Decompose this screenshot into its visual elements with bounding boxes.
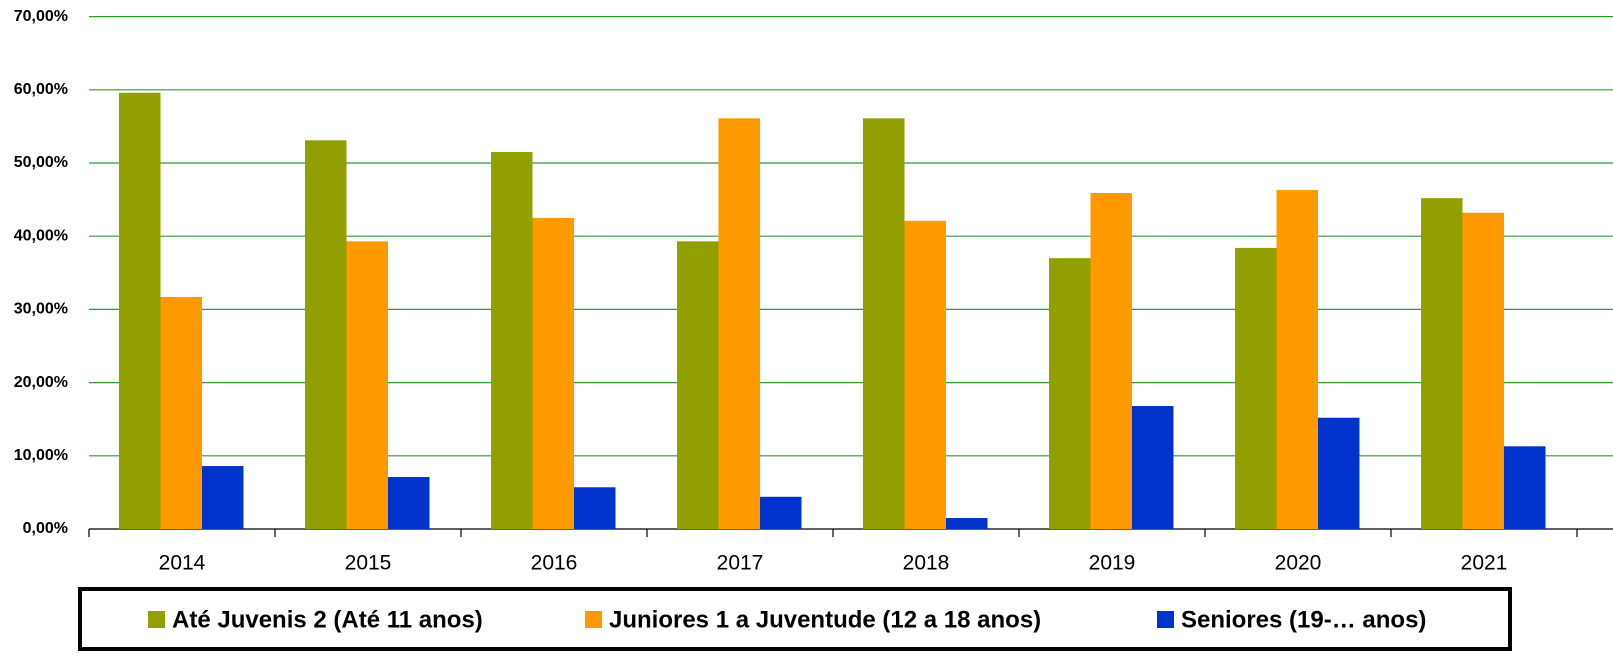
x-tick-label: 2016 (531, 552, 578, 575)
bar (1462, 212, 1504, 529)
y-tick-label: 10,00% (14, 447, 68, 464)
bar (946, 518, 988, 529)
y-tick-label: 50,00% (14, 154, 68, 171)
bar (532, 217, 574, 529)
bar (863, 118, 905, 530)
bar (1504, 446, 1546, 529)
bar (574, 487, 616, 529)
bar (1276, 190, 1318, 530)
bar (1132, 406, 1174, 529)
bar (202, 466, 244, 529)
x-tick-label: 2017 (717, 552, 764, 575)
x-tick-label: 2021 (1461, 552, 1508, 575)
x-tick-label: 2014 (159, 552, 206, 575)
bar (1421, 198, 1463, 530)
legend-label: Seniores (19-… anos) (1181, 606, 1426, 633)
y-tick-label: 30,00% (14, 301, 68, 318)
y-tick-label: 40,00% (14, 227, 68, 244)
bar (1049, 258, 1091, 529)
bar (677, 241, 719, 529)
y-tick-label: 70,00% (14, 8, 68, 25)
legend-label: Juniores 1 a Juventude (12 a 18 anos) (609, 606, 1041, 633)
legend-swatch (1157, 611, 1174, 628)
bar (1090, 193, 1132, 529)
legend-swatch (585, 611, 602, 628)
bar (760, 496, 802, 529)
y-tick-label: 60,00% (14, 81, 68, 98)
bar (346, 241, 388, 529)
x-tick-label: 2019 (1089, 552, 1136, 575)
bar (718, 118, 760, 530)
bar (388, 477, 430, 529)
bar (1235, 247, 1277, 530)
y-tick-label: 0,00% (23, 520, 68, 537)
x-tick-label: 2018 (903, 552, 950, 575)
bar (160, 296, 202, 529)
x-tick-label: 2020 (1275, 552, 1322, 575)
bar (305, 140, 347, 530)
x-tick-label: 2015 (345, 552, 392, 575)
legend-box (78, 587, 1512, 651)
legend-label: Até Juvenis 2 (Até 11 anos) (172, 606, 483, 633)
bar (904, 220, 946, 529)
bar (491, 152, 533, 529)
y-tick-label: 20,00% (14, 374, 68, 391)
bar (1318, 417, 1360, 529)
legend-swatch (148, 611, 165, 628)
bar (119, 92, 161, 529)
